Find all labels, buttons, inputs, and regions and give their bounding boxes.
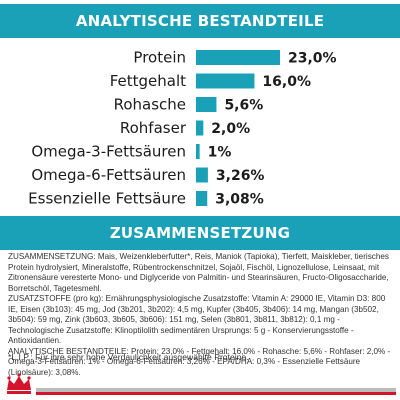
value-label-1: 16,0% bbox=[262, 74, 311, 90]
composition-ingredients: ZUSAMMENSETZUNG: Mais, Weizenkleberfutte… bbox=[8, 252, 389, 293]
crown-icon bbox=[7, 373, 31, 394]
category-label-4: Omega-3-Fettsäuren bbox=[31, 143, 186, 161]
bar-6 bbox=[196, 191, 208, 206]
bar-1 bbox=[196, 73, 255, 89]
composition-text: ZUSAMMENSETZUNG: Mais, Weizenkleberfutte… bbox=[8, 252, 396, 379]
value-label-6: 3,08% bbox=[215, 192, 264, 208]
composition-title-banner: ZUSAMMENSETZUNG bbox=[0, 216, 400, 250]
bar-5 bbox=[196, 167, 208, 183]
category-label-3: Rohfaser bbox=[120, 119, 187, 137]
value-label-2: 5,6% bbox=[224, 98, 263, 114]
composition-additives: ZUSATZSTOFFE (pro kg): Ernährungsphysiol… bbox=[8, 294, 386, 346]
footer-stripe-red bbox=[36, 392, 396, 395]
category-label-1: Fettgehalt bbox=[110, 72, 186, 90]
composition-title: ZUSAMMENSETZUNG bbox=[109, 224, 291, 242]
category-label-5: Omega-6-Fettsäuren bbox=[31, 166, 186, 184]
footer-stripe-gray bbox=[36, 388, 396, 392]
analytics-title: ANALYTISCHE BESTANDTEILE bbox=[75, 12, 325, 30]
value-label-5: 3,26% bbox=[216, 168, 265, 184]
composition-analytics: ANALYTISCHE BESTANDTEILE: Protein: 23,0%… bbox=[8, 346, 391, 378]
bar-2 bbox=[196, 97, 217, 112]
value-label-4: 1% bbox=[208, 145, 232, 161]
bar-3 bbox=[196, 120, 204, 136]
category-label-6: Essenzielle Fettsäure bbox=[28, 190, 186, 208]
bar-4 bbox=[196, 144, 200, 159]
category-label-2: Rohasche bbox=[114, 96, 186, 114]
analytics-title-banner: ANALYTISCHE BESTANDTEILE bbox=[0, 4, 400, 38]
bar-0 bbox=[196, 50, 280, 65]
analytics-bar-chart: Protein 23,0% Fettgehalt 16,0% Rohasche 5,6% R… bbox=[28, 49, 337, 208]
category-label-0: Protein bbox=[133, 49, 186, 67]
footnote: *L.I.P.: Für ihre sehr hohe Verdaulichke… bbox=[8, 352, 249, 362]
value-label-3: 2,0% bbox=[211, 121, 250, 137]
value-label-0: 23,0% bbox=[288, 51, 337, 67]
